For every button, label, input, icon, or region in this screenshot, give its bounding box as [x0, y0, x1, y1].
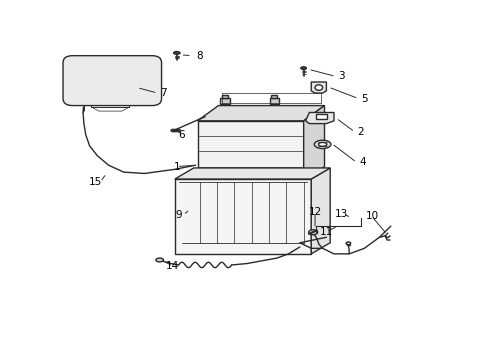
Bar: [271, 95, 277, 98]
Text: 7: 7: [160, 88, 166, 98]
Polygon shape: [175, 179, 310, 254]
Polygon shape: [175, 168, 329, 179]
Polygon shape: [303, 105, 324, 182]
Text: 15: 15: [88, 177, 102, 187]
Polygon shape: [305, 112, 333, 123]
Bar: [220, 98, 229, 104]
FancyBboxPatch shape: [63, 56, 161, 105]
Bar: [197, 181, 303, 185]
Text: 14: 14: [166, 261, 179, 271]
Text: 4: 4: [358, 157, 365, 167]
Text: 8: 8: [196, 51, 203, 61]
Bar: [269, 98, 279, 104]
Polygon shape: [197, 121, 303, 182]
Ellipse shape: [314, 140, 330, 149]
Ellipse shape: [301, 67, 305, 69]
Text: 6: 6: [178, 130, 184, 140]
Text: 5: 5: [360, 94, 367, 104]
Text: 3: 3: [338, 72, 344, 81]
Text: 11: 11: [319, 227, 332, 237]
Text: 10: 10: [365, 211, 378, 221]
Text: 2: 2: [356, 127, 363, 137]
Bar: [222, 95, 227, 98]
Ellipse shape: [318, 143, 326, 146]
Ellipse shape: [314, 85, 322, 90]
Ellipse shape: [173, 51, 180, 54]
Polygon shape: [311, 82, 326, 93]
Ellipse shape: [308, 230, 317, 235]
Polygon shape: [197, 105, 324, 121]
Bar: [315, 114, 326, 120]
Text: 13: 13: [334, 209, 347, 219]
Ellipse shape: [346, 242, 350, 245]
Ellipse shape: [156, 258, 163, 262]
Text: 12: 12: [308, 207, 321, 217]
Polygon shape: [310, 168, 329, 254]
Ellipse shape: [82, 86, 93, 92]
Text: 1: 1: [173, 162, 180, 172]
Text: 9: 9: [175, 210, 182, 220]
